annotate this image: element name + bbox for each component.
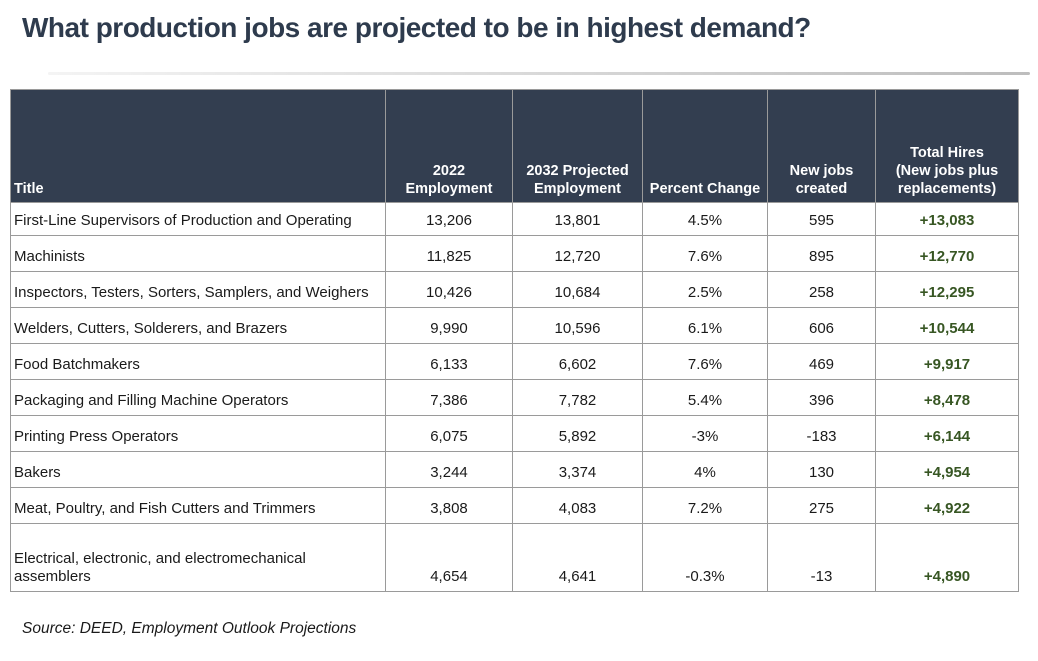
value-cell-total-hires: +4,922 bbox=[875, 487, 1019, 524]
value-cell-percent-change: 2.5% bbox=[642, 271, 768, 308]
job-title-cell: Printing Press Operators bbox=[10, 415, 386, 452]
value-cell-percent-change: 6.1% bbox=[642, 307, 768, 344]
column-header-title: Title bbox=[10, 89, 386, 203]
value-cell-new-jobs-created: 130 bbox=[767, 451, 876, 488]
value-cell-2022-employment: 9,990 bbox=[385, 307, 513, 344]
source-note: Source: DEED, Employment Outlook Project… bbox=[22, 620, 357, 637]
table-row: Electrical, electronic, and electromecha… bbox=[10, 523, 1019, 592]
value-cell-2022-employment: 3,808 bbox=[385, 487, 513, 524]
job-title-cell: Food Batchmakers bbox=[10, 343, 386, 380]
value-cell-2032-projected-employment: 3,374 bbox=[512, 451, 643, 488]
table-row: Bakers 3,244 3,374 4% 130 +4,954 bbox=[10, 451, 1019, 488]
job-title-cell: Meat, Poultry, and Fish Cutters and Trim… bbox=[10, 487, 386, 524]
value-cell-2032-projected-employment: 12,720 bbox=[512, 235, 643, 272]
value-cell-2022-employment: 4,654 bbox=[385, 523, 513, 592]
job-title-cell: Packaging and Filling Machine Operators bbox=[10, 379, 386, 416]
column-header-2032-projected-employment: 2032 Projected Employment bbox=[512, 89, 643, 203]
value-cell-new-jobs-created: 258 bbox=[767, 271, 876, 308]
value-cell-2032-projected-employment: 4,083 bbox=[512, 487, 643, 524]
jobs-table: Title 2022 Employment 2032 Projected Emplo… bbox=[10, 89, 1019, 592]
page-title: What production jobs are projected to be… bbox=[22, 12, 811, 43]
value-cell-2022-employment: 6,075 bbox=[385, 415, 513, 452]
job-title-cell: Machinists bbox=[10, 235, 386, 272]
value-cell-2032-projected-employment: 5,892 bbox=[512, 415, 643, 452]
job-title-cell: First-Line Supervisors of Production and… bbox=[10, 202, 386, 236]
value-cell-new-jobs-created: 275 bbox=[767, 487, 876, 524]
column-header-percent-change: Percent Change bbox=[642, 89, 768, 203]
table-row: First-Line Supervisors of Production and… bbox=[10, 202, 1019, 236]
value-cell-2022-employment: 3,244 bbox=[385, 451, 513, 488]
value-cell-new-jobs-created: 396 bbox=[767, 379, 876, 416]
value-cell-new-jobs-created: 895 bbox=[767, 235, 876, 272]
value-cell-total-hires: +9,917 bbox=[875, 343, 1019, 380]
value-cell-percent-change: 5.4% bbox=[642, 379, 768, 416]
table-header: Title 2022 Employment 2032 Projected Emplo… bbox=[10, 89, 1019, 203]
job-title-cell: Bakers bbox=[10, 451, 386, 488]
value-cell-total-hires: +12,295 bbox=[875, 271, 1019, 308]
table-body: First-Line Supervisors of Production and… bbox=[10, 202, 1019, 592]
header-row: Title 2022 Employment 2032 Projected Emplo… bbox=[10, 89, 1019, 203]
value-cell-percent-change: -0.3% bbox=[642, 523, 768, 592]
job-title-cell: Electrical, electronic, and electromecha… bbox=[10, 523, 386, 592]
value-cell-2032-projected-employment: 4,641 bbox=[512, 523, 643, 592]
value-cell-2022-employment: 13,206 bbox=[385, 202, 513, 236]
value-cell-2022-employment: 7,386 bbox=[385, 379, 513, 416]
value-cell-new-jobs-created: 469 bbox=[767, 343, 876, 380]
value-cell-percent-change: 7.6% bbox=[642, 343, 768, 380]
title-divider bbox=[48, 72, 1030, 75]
value-cell-percent-change: -3% bbox=[642, 415, 768, 452]
value-cell-new-jobs-created: 595 bbox=[767, 202, 876, 236]
value-cell-total-hires: +10,544 bbox=[875, 307, 1019, 344]
value-cell-percent-change: 7.6% bbox=[642, 235, 768, 272]
value-cell-percent-change: 4.5% bbox=[642, 202, 768, 236]
column-header-total-hires: Total Hires (New jobs plus replacements) bbox=[875, 89, 1019, 203]
value-cell-new-jobs-created: -13 bbox=[767, 523, 876, 592]
value-cell-percent-change: 4% bbox=[642, 451, 768, 488]
value-cell-2032-projected-employment: 10,596 bbox=[512, 307, 643, 344]
table-row: Food Batchmakers 6,133 6,602 7.6% 469 +9,917 bbox=[10, 343, 1019, 380]
value-cell-total-hires: +12,770 bbox=[875, 235, 1019, 272]
value-cell-total-hires: +6,144 bbox=[875, 415, 1019, 452]
value-cell-2022-employment: 6,133 bbox=[385, 343, 513, 380]
value-cell-total-hires: +4,954 bbox=[875, 451, 1019, 488]
value-cell-percent-change: 7.2% bbox=[642, 487, 768, 524]
value-cell-2022-employment: 11,825 bbox=[385, 235, 513, 272]
value-cell-2032-projected-employment: 13,801 bbox=[512, 202, 643, 236]
column-header-new-jobs-created: New jobs created bbox=[767, 89, 876, 203]
value-cell-2022-employment: 10,426 bbox=[385, 271, 513, 308]
job-title-cell: Inspectors, Testers, Sorters, Samplers, … bbox=[10, 271, 386, 308]
value-cell-2032-projected-employment: 7,782 bbox=[512, 379, 643, 416]
table-row: Packaging and Filling Machine Operators 7… bbox=[10, 379, 1019, 416]
value-cell-2032-projected-employment: 6,602 bbox=[512, 343, 643, 380]
value-cell-total-hires: +4,890 bbox=[875, 523, 1019, 592]
table-row: Printing Press Operators 6,075 5,892 -3% -18… bbox=[10, 415, 1019, 452]
value-cell-2032-projected-employment: 10,684 bbox=[512, 271, 643, 308]
table-row: Meat, Poultry, and Fish Cutters and Trim… bbox=[10, 487, 1019, 524]
table-row: Inspectors, Testers, Sorters, Samplers, … bbox=[10, 271, 1019, 308]
column-header-2022-employment: 2022 Employment bbox=[385, 89, 513, 203]
value-cell-new-jobs-created: 606 bbox=[767, 307, 876, 344]
table-row: Machinists 11,825 12,720 7.6% 895 +12,770 bbox=[10, 235, 1019, 272]
job-title-cell: Welders, Cutters, Solderers, and Brazers bbox=[10, 307, 386, 344]
value-cell-total-hires: +13,083 bbox=[875, 202, 1019, 236]
table-row: Welders, Cutters, Solderers, and Brazers… bbox=[10, 307, 1019, 344]
value-cell-new-jobs-created: -183 bbox=[767, 415, 876, 452]
value-cell-total-hires: +8,478 bbox=[875, 379, 1019, 416]
